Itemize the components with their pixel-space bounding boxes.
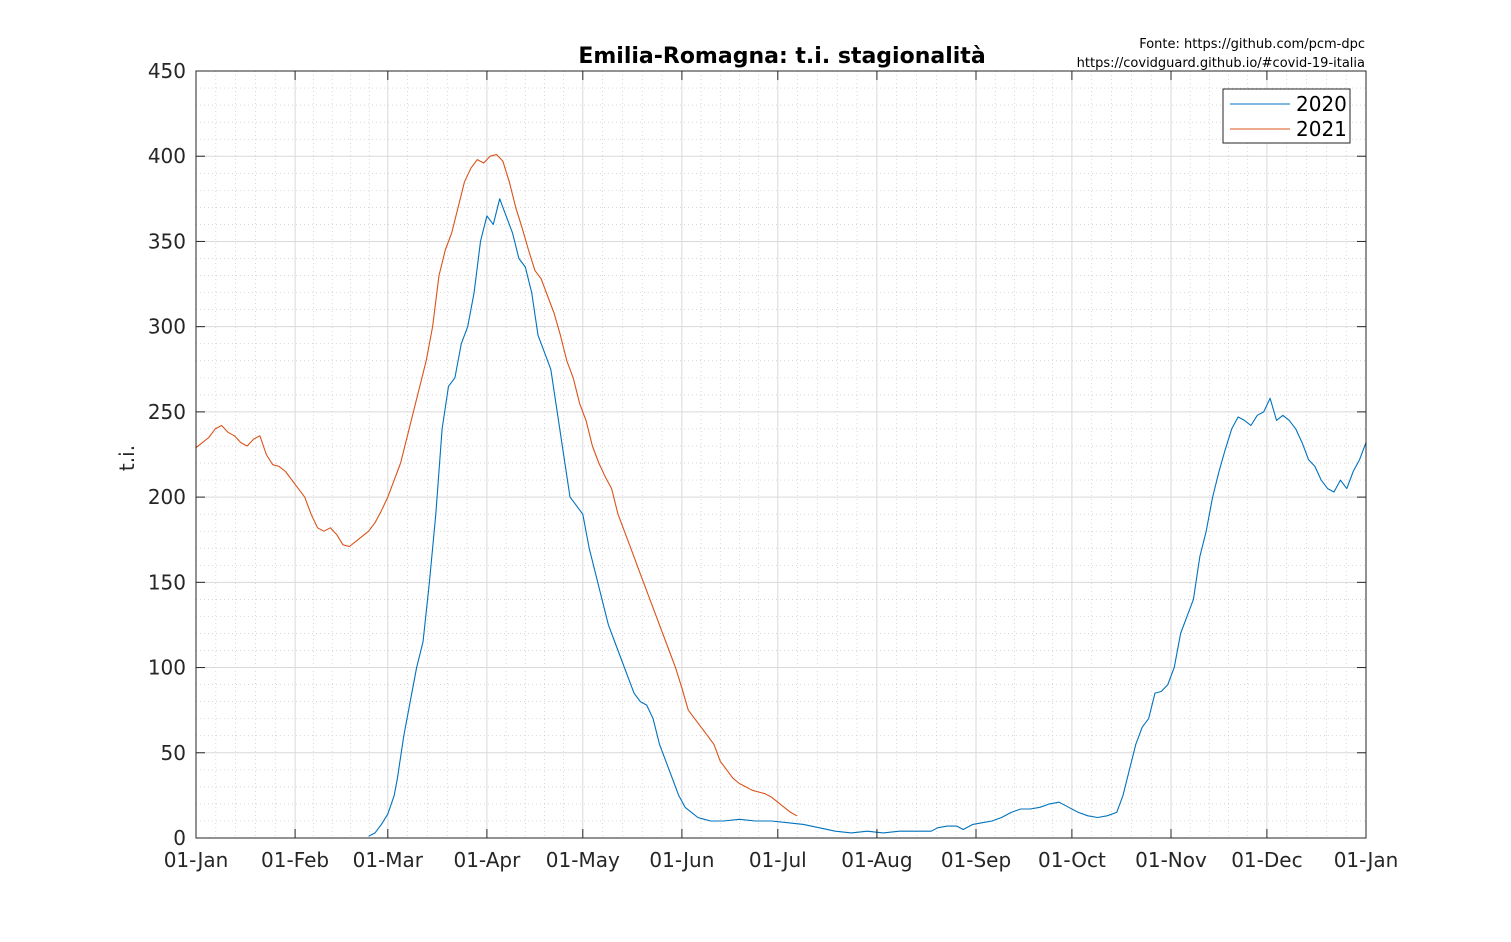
y-tick-label: 100 [148, 656, 186, 680]
y-tick-labels: 0 50 100 150 200 250 300 350 400 450 [148, 59, 186, 850]
source-line-1: Fonte: https://github.com/pcm-dpc [1139, 37, 1365, 52]
y-tick-label: 350 [148, 229, 186, 253]
legend-label-2020: 2020 [1296, 92, 1347, 116]
y-tick-label: 400 [148, 144, 186, 168]
series-layer [195, 153, 1367, 837]
x-tick-label: 01-Jul [749, 848, 807, 872]
chart-title: Emilia-Romagna: t.i. stagionalità [578, 44, 985, 69]
y-tick-label: 150 [148, 570, 186, 594]
major-grid [195, 70, 1367, 839]
x-tick-label: 01-Feb [261, 848, 329, 872]
legend: 2020 2021 [1222, 88, 1351, 144]
y-tick-label: 50 [161, 741, 186, 765]
y-axis-label: t.i. [115, 445, 139, 471]
minor-grid [196, 71, 1366, 838]
y-tick-label: 300 [148, 315, 186, 339]
x-tick-label: 01-Jan [1334, 848, 1399, 872]
y-tick-label: 450 [148, 59, 186, 83]
series-line-2020 [368, 198, 1367, 837]
ticks-layer [195, 70, 1367, 839]
x-tick-label: 01-Jun [649, 848, 714, 872]
axes-box [195, 70, 1367, 839]
x-tick-label: 01-May [546, 848, 620, 872]
y-tick-label: 0 [173, 826, 186, 850]
x-tick-label: 01-Jan [164, 848, 229, 872]
x-tick-label: 01-Sep [941, 848, 1011, 872]
x-tick-label: 01-Mar [353, 848, 424, 872]
y-tick-label: 200 [148, 485, 186, 509]
x-tick-labels: 01-Jan 01-Feb 01-Mar 01-Apr 01-May 01-Jun 01-J… [164, 848, 1399, 872]
x-tick-label: 01-Nov [1135, 848, 1207, 872]
legend-box [1222, 88, 1351, 144]
x-tick-label: 01-Dec [1231, 848, 1302, 872]
legend-label-2021: 2021 [1296, 117, 1347, 141]
y-tick-label: 250 [148, 400, 186, 424]
x-tick-label: 01-Oct [1038, 848, 1106, 872]
source-line-2: https://covidguard.github.io/#covid-19-i… [1077, 56, 1365, 71]
x-tick-label: 01-Apr [453, 848, 521, 872]
x-tick-label: 01-Aug [841, 848, 912, 872]
series-line-2021 [195, 153, 798, 817]
